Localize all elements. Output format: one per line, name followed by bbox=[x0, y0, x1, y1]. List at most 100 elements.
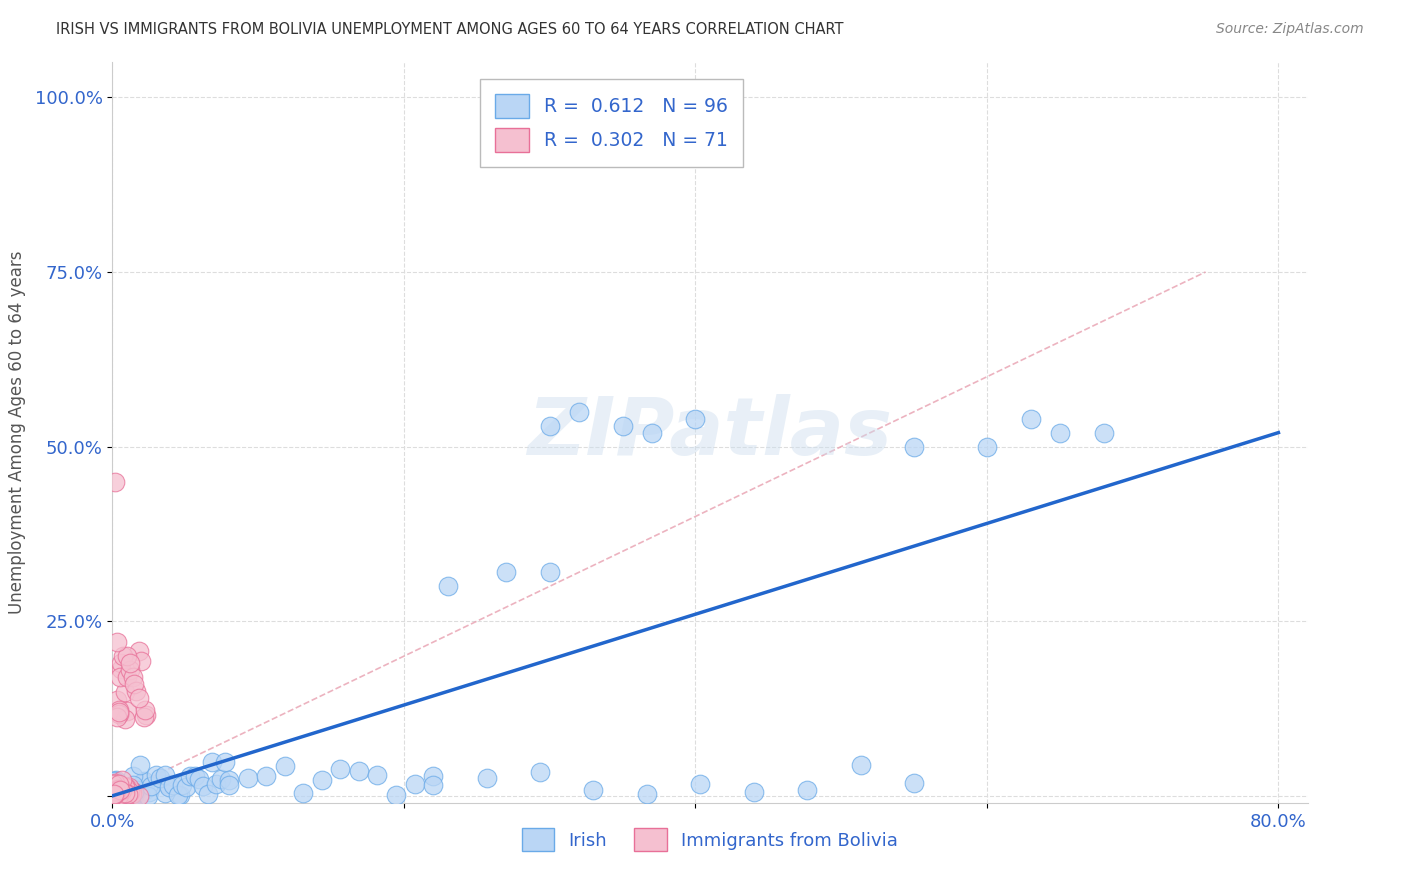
Point bbox=[124, 786, 146, 800]
Point bbox=[115, 649, 138, 664]
Point bbox=[111, 779, 134, 793]
Point bbox=[112, 786, 135, 800]
Point bbox=[162, 778, 184, 792]
Point bbox=[568, 405, 591, 419]
Point bbox=[104, 783, 127, 797]
Point bbox=[689, 777, 711, 791]
Point bbox=[114, 789, 136, 803]
Point bbox=[107, 782, 129, 797]
Point bbox=[422, 778, 444, 792]
Point bbox=[117, 788, 139, 802]
Point bbox=[117, 786, 139, 800]
Point bbox=[236, 771, 259, 785]
Point bbox=[114, 786, 136, 800]
Point bbox=[641, 425, 664, 440]
Point bbox=[104, 786, 127, 800]
Point bbox=[114, 685, 136, 699]
Point bbox=[404, 776, 426, 790]
Point bbox=[111, 783, 134, 797]
Point bbox=[903, 440, 925, 454]
Point bbox=[136, 789, 159, 803]
Point bbox=[218, 778, 240, 792]
Point bbox=[139, 779, 162, 793]
Point bbox=[128, 644, 150, 658]
Point bbox=[742, 785, 765, 799]
Point bbox=[122, 785, 145, 799]
Point bbox=[1326, 90, 1348, 104]
Point bbox=[135, 708, 157, 723]
Point bbox=[114, 787, 136, 801]
Point bbox=[101, 787, 124, 801]
Point bbox=[108, 703, 131, 717]
Point bbox=[174, 780, 197, 795]
Point bbox=[422, 769, 444, 783]
Point bbox=[114, 712, 136, 726]
Point bbox=[115, 670, 138, 684]
Point bbox=[107, 785, 129, 799]
Point bbox=[125, 684, 148, 698]
Point bbox=[104, 776, 127, 790]
Point bbox=[110, 781, 132, 796]
Point bbox=[107, 779, 129, 793]
Point bbox=[197, 787, 219, 801]
Point bbox=[201, 755, 224, 769]
Point bbox=[104, 475, 127, 489]
Point bbox=[128, 787, 150, 801]
Point bbox=[118, 656, 141, 670]
Point bbox=[105, 786, 128, 800]
Point bbox=[131, 775, 153, 789]
Point bbox=[274, 759, 297, 773]
Point bbox=[121, 787, 143, 801]
Point bbox=[103, 788, 125, 802]
Point bbox=[105, 692, 128, 706]
Point bbox=[205, 777, 228, 791]
Point bbox=[138, 785, 160, 799]
Point bbox=[110, 656, 132, 670]
Point bbox=[169, 788, 191, 802]
Point bbox=[636, 787, 658, 801]
Point bbox=[101, 777, 124, 791]
Point bbox=[118, 782, 141, 797]
Point bbox=[475, 771, 498, 785]
Point bbox=[153, 786, 176, 800]
Point bbox=[103, 786, 125, 800]
Point bbox=[101, 777, 124, 791]
Point bbox=[145, 767, 167, 781]
Point bbox=[111, 784, 134, 798]
Point bbox=[121, 784, 143, 798]
Point bbox=[311, 772, 333, 787]
Point bbox=[118, 780, 141, 794]
Point bbox=[188, 772, 211, 787]
Point bbox=[105, 635, 128, 649]
Point bbox=[436, 579, 458, 593]
Point bbox=[495, 566, 517, 580]
Point bbox=[849, 757, 872, 772]
Point bbox=[107, 784, 129, 798]
Point bbox=[103, 774, 125, 789]
Point bbox=[153, 768, 176, 782]
Point bbox=[121, 779, 143, 793]
Point bbox=[104, 772, 127, 787]
Point bbox=[157, 780, 180, 794]
Point bbox=[132, 709, 155, 723]
Point bbox=[117, 786, 139, 800]
Point bbox=[103, 787, 125, 801]
Point bbox=[104, 787, 127, 801]
Point bbox=[101, 784, 124, 798]
Point bbox=[156, 776, 179, 790]
Point bbox=[103, 788, 125, 802]
Point bbox=[117, 787, 139, 801]
Point bbox=[108, 670, 131, 684]
Point bbox=[117, 786, 139, 800]
Point bbox=[125, 782, 148, 797]
Point bbox=[538, 418, 561, 433]
Point bbox=[105, 788, 128, 802]
Point bbox=[193, 779, 215, 793]
Point bbox=[612, 418, 634, 433]
Point bbox=[115, 780, 138, 795]
Point bbox=[110, 789, 132, 803]
Point bbox=[110, 662, 132, 676]
Point bbox=[111, 772, 134, 787]
Point bbox=[118, 663, 141, 677]
Point bbox=[108, 706, 131, 721]
